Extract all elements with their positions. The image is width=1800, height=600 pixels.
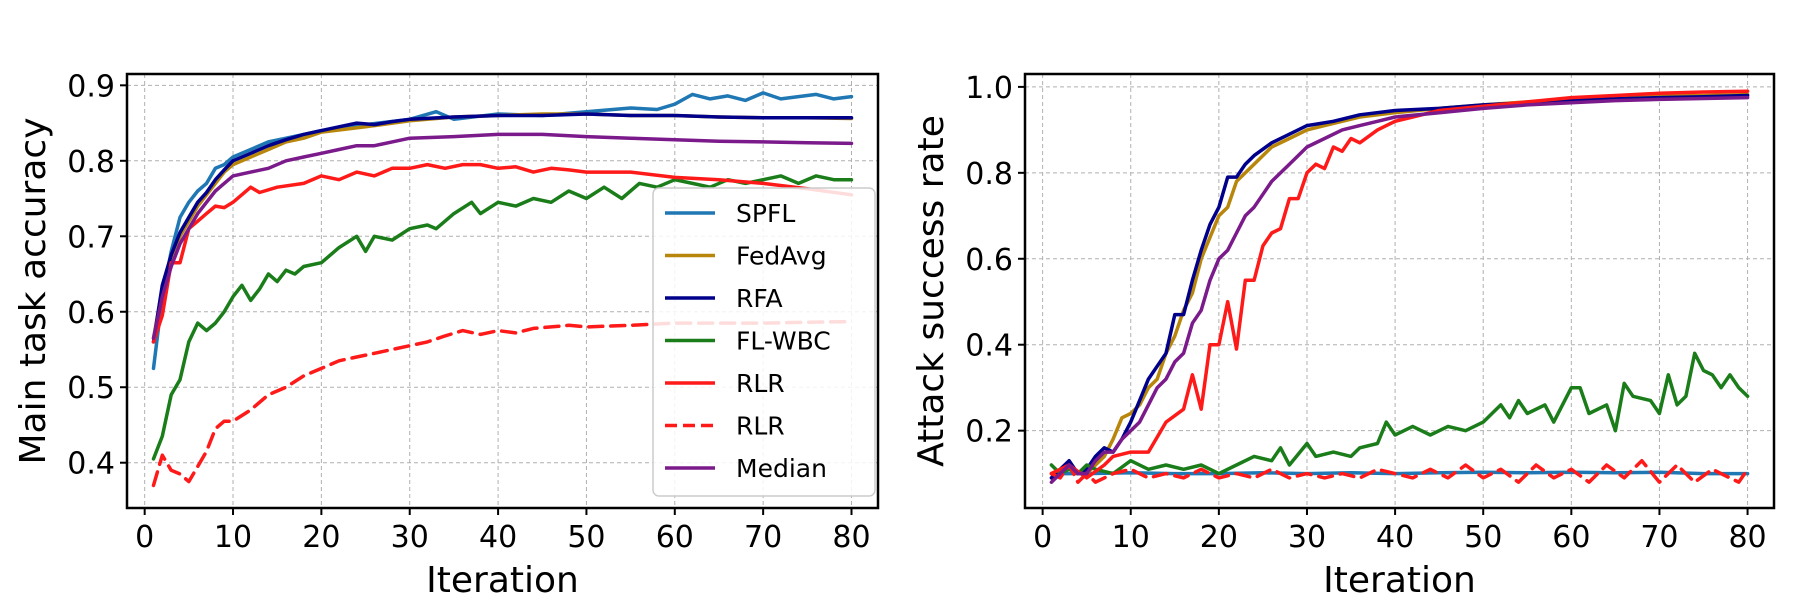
y-tick-label: 0.4 (67, 447, 115, 482)
x-tick-label: 40 (1376, 520, 1414, 555)
x-tick-label: 60 (1552, 520, 1590, 555)
x-axis-label: Iteration (426, 560, 579, 600)
series-group (151, 91, 854, 488)
series-line-fedavg (1049, 92, 1750, 476)
y-tick-label: 0.8 (67, 145, 115, 180)
x-tick-label: 50 (1464, 520, 1502, 555)
legend-label: FedAvg (736, 242, 827, 271)
series-line-rlr-dashed (151, 319, 854, 488)
series-group (1049, 89, 1750, 484)
x-tick-label: 80 (1728, 520, 1766, 555)
series-line-fl-wbc (1049, 351, 1750, 476)
y-tick-label: 0.9 (67, 69, 115, 104)
x-tick-label: 40 (479, 520, 517, 555)
y-tick-label: 0.4 (965, 329, 1013, 364)
x-tick-label: 10 (1112, 520, 1150, 555)
x-tick-label: 0 (1033, 520, 1052, 555)
series-line-spfl (151, 91, 854, 371)
series-line-fl-wbc (151, 174, 854, 461)
x-axis-label: Iteration (1323, 560, 1476, 600)
series-line-rlr (151, 162, 854, 344)
x-tick-label: 70 (1640, 520, 1678, 555)
chart-panel-2: 0 10 20 30 40 50 60 70 80 0.2 0.4 0.6 0.8 1.0 Iteratio… (911, 71, 1776, 600)
series-line-rlr-dashed (1049, 458, 1750, 484)
y-tick-label: 0.6 (965, 243, 1013, 278)
legend-label: RLR (736, 412, 785, 441)
legend-label: FL-WBC (736, 327, 831, 356)
x-tick-label: 50 (567, 520, 605, 555)
x-tick-label: 20 (302, 520, 340, 555)
plot-frame (1023, 72, 1776, 510)
legend-label: SPFL (736, 199, 795, 228)
legend-label: Median (736, 454, 827, 483)
plot-frame (125, 72, 880, 510)
series-line-spfl (1049, 470, 1750, 476)
series-line-rfa (151, 112, 854, 344)
y-axis-label: Attack success rate (911, 115, 952, 467)
series-line-rfa (1049, 93, 1750, 480)
y-tick-label: 0.7 (67, 220, 115, 255)
legend-label: RFA (736, 284, 783, 313)
x-tick-label: 20 (1200, 520, 1238, 555)
x-tick-label: 70 (744, 520, 782, 555)
y-tick-label: 1.0 (965, 71, 1013, 106)
y-tick-label: 0.8 (965, 157, 1013, 192)
legend-box (652, 187, 876, 497)
x-tick-label: 30 (391, 520, 429, 555)
y-axis-label: Main task accuracy (13, 117, 54, 464)
y-tick-label: 0.6 (67, 296, 115, 331)
series-line-median (1049, 95, 1750, 484)
legend: SPFL FedAvg RFA FL-WBC RLR RLR Median (652, 187, 876, 497)
legend-label: RLR (736, 369, 785, 398)
y-tick-label: 0.2 (965, 415, 1013, 450)
series-line-median (151, 132, 854, 340)
x-tick-label: 80 (832, 520, 870, 555)
x-tick-label: 10 (214, 520, 252, 555)
x-tick-label: 60 (656, 520, 694, 555)
x-tick-label: 30 (1288, 520, 1326, 555)
chart-panel-1: 0 10 20 30 40 50 60 70 80 0.4 0.5 0.6 0.7 0.8 0.9 Itera… (13, 69, 880, 600)
y-tick-label: 0.5 (67, 371, 115, 406)
series-line-rlr (1049, 89, 1750, 480)
x-tick-label: 0 (135, 520, 154, 555)
